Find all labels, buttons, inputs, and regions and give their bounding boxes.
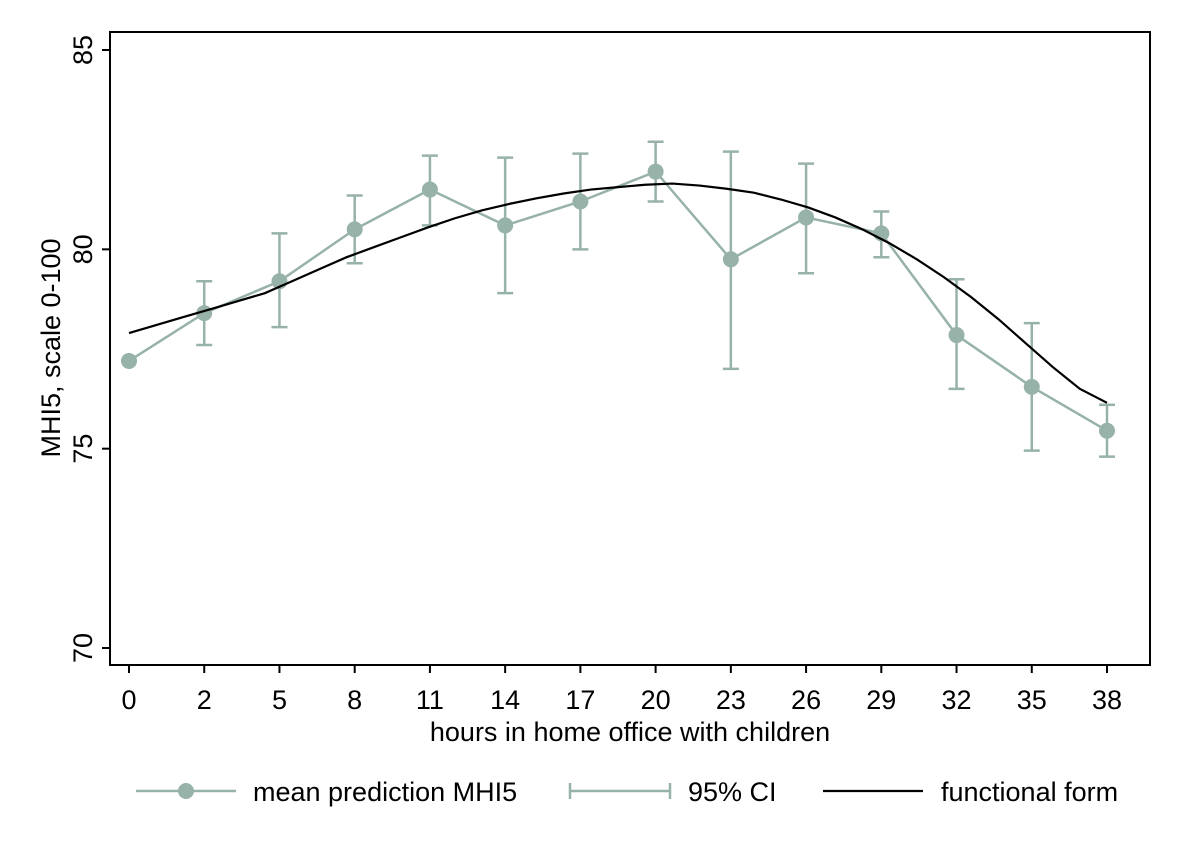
mean-point-17 — [572, 193, 589, 210]
x-tick-label-5: 5 — [272, 685, 287, 715]
x-tick-label-2: 2 — [197, 685, 212, 715]
y-tick-label-80: 80 — [68, 234, 98, 264]
y-tick-label-75: 75 — [68, 434, 98, 464]
legend-label-ci: 95% CI — [688, 777, 777, 807]
x-tick-label-26: 26 — [791, 685, 821, 715]
mean-point-8 — [346, 221, 363, 238]
mean-point-20 — [647, 163, 664, 180]
mean-series — [121, 163, 1115, 439]
x-tick-label-23: 23 — [716, 685, 746, 715]
mean-point-14 — [497, 217, 514, 234]
x-tick-label-32: 32 — [942, 685, 972, 715]
x-axis-title: hours in home office with children — [430, 717, 830, 747]
y-tick-label-70: 70 — [68, 633, 98, 663]
x-tick-label-0: 0 — [121, 685, 136, 715]
ci-series — [196, 140, 1115, 458]
mean-point-11 — [421, 181, 438, 198]
y-tick-label-85: 85 — [68, 35, 98, 65]
functional-form-series — [128, 182, 1108, 404]
plot-frame — [109, 31, 1151, 666]
legend-swatch-mean-marker — [178, 783, 194, 799]
mean-point-38 — [1099, 422, 1115, 439]
mean-point-23 — [722, 251, 739, 268]
legend: mean prediction MHI5 95% CI functional f… — [136, 777, 1118, 807]
x-tick-label-29: 29 — [866, 685, 896, 715]
functional-form-curve — [128, 182, 1108, 404]
x-axis: 0 2 5 8 11 14 17 20 23 26 29 32 35 38 — [121, 665, 1122, 715]
x-tick-label-35: 35 — [1017, 685, 1047, 715]
x-tick-label-8: 8 — [347, 685, 362, 715]
mean-point-26 — [798, 209, 815, 226]
mean-point-0 — [121, 352, 137, 369]
x-tick-label-38: 38 — [1092, 685, 1122, 715]
legend-label-mean: mean prediction MHI5 — [253, 777, 517, 807]
mean-line — [128, 170, 1108, 432]
x-tick-label-11: 11 — [416, 685, 444, 715]
legend-label-functional-form: functional form — [941, 777, 1118, 807]
x-tick-label-14: 14 — [490, 685, 520, 715]
mean-point-32 — [948, 327, 965, 344]
y-axis: 70 75 80 85 — [68, 35, 110, 663]
y-axis-title: MHI5, scale 0-100 — [36, 238, 66, 457]
x-tick-label-17: 17 — [565, 685, 595, 715]
mean-point-35 — [1023, 378, 1040, 395]
x-tick-label-20: 20 — [641, 685, 671, 715]
